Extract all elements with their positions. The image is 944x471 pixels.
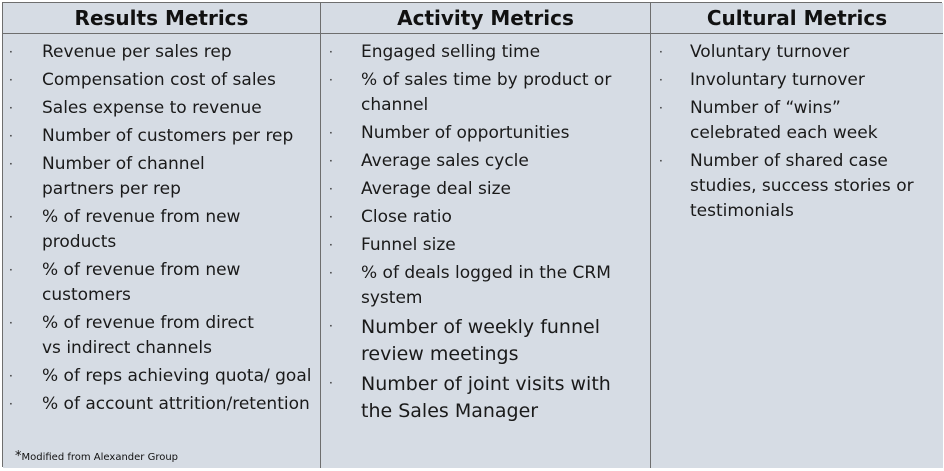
bullet-icon: · (659, 101, 663, 115)
activity-metrics-list: · Engaged selling time ·% of sales time b… (321, 40, 650, 425)
list-item: · Number of channel partners per rep (9, 154, 205, 199)
list-item: · Involuntary turnover (651, 68, 943, 93)
list-item: · Number of joint visits with the Sales M… (329, 373, 611, 422)
bullet-icon: · (9, 263, 13, 277)
bullet-icon: · (9, 101, 13, 115)
bullet-icon: · (329, 266, 333, 280)
list-item: · Funnel size (321, 233, 650, 258)
list-item: ·% of revenue from direct vs indirect ch… (9, 313, 254, 358)
list-item: · Average deal size (321, 177, 650, 202)
cultural-metrics-header: Cultural Metrics (651, 3, 943, 34)
bullet-icon: · (329, 73, 333, 87)
bullet-icon: · (329, 210, 333, 224)
bullet-icon: · (9, 157, 13, 171)
cultural-metrics-cell: · Voluntary turnover · Involuntary turnove… (651, 34, 943, 468)
list-item: ·% of account attrition/retention (3, 392, 320, 417)
list-item: · Number of opportunities (321, 121, 650, 146)
list-item: · Average sales cycle (321, 149, 650, 174)
list-item: · Voluntary turnover (651, 40, 943, 65)
bullet-icon: · (659, 73, 663, 87)
list-item: · Sales expense to revenue (3, 96, 320, 121)
bullet-icon: · (329, 319, 333, 333)
bullet-icon: · (9, 210, 13, 224)
list-item: · Compensation cost of sales (3, 68, 320, 93)
list-item: ·% of revenue from new customers (9, 260, 241, 305)
activity-metrics-header: Activity Metrics (321, 3, 651, 34)
list-item: ·% of sales time by product or channel (329, 70, 612, 115)
bullet-icon: · (329, 45, 333, 59)
footnote: *Modified from Alexander Group (15, 449, 179, 464)
bullet-icon: · (329, 154, 333, 168)
list-item: · Number of weekly funnel review meetings (329, 316, 600, 365)
list-item: ·% of reps achieving quota/ goal (3, 364, 320, 389)
list-item: · Number of shared case studies, success … (659, 151, 914, 221)
bullet-icon: · (9, 316, 13, 330)
bullet-icon: · (329, 376, 333, 390)
list-item: · Number of customers per rep (3, 124, 320, 149)
list-item: · Close ratio (321, 205, 650, 230)
bullet-icon: · (329, 182, 333, 196)
bullet-icon: · (329, 238, 333, 252)
results-metrics-header: Results Metrics (3, 3, 321, 34)
list-item: · Engaged selling time (321, 40, 650, 65)
results-metrics-cell: · Revenue per sales rep · Compensation cos… (3, 34, 321, 468)
activity-metrics-cell: · Engaged selling time ·% of sales time b… (321, 34, 651, 468)
cultural-metrics-list: · Voluntary turnover · Involuntary turnove… (651, 40, 943, 224)
list-item: ·% of deals logged in the CRM system (329, 263, 611, 308)
list-item: · Number of “wins” celebrated each week (659, 98, 878, 143)
bullet-icon: · (9, 369, 13, 383)
bullet-icon: · (9, 73, 13, 87)
bullet-icon: · (659, 45, 663, 59)
bullet-icon: · (9, 397, 13, 411)
list-item: ·% of revenue from new products (9, 207, 241, 252)
bullet-icon: · (9, 45, 13, 59)
bullet-icon: · (9, 129, 13, 143)
results-metrics-list: · Revenue per sales rep · Compensation cos… (3, 40, 320, 417)
bullet-icon: · (659, 154, 663, 168)
list-item: · Revenue per sales rep (3, 40, 320, 65)
bullet-icon: · (329, 126, 333, 140)
